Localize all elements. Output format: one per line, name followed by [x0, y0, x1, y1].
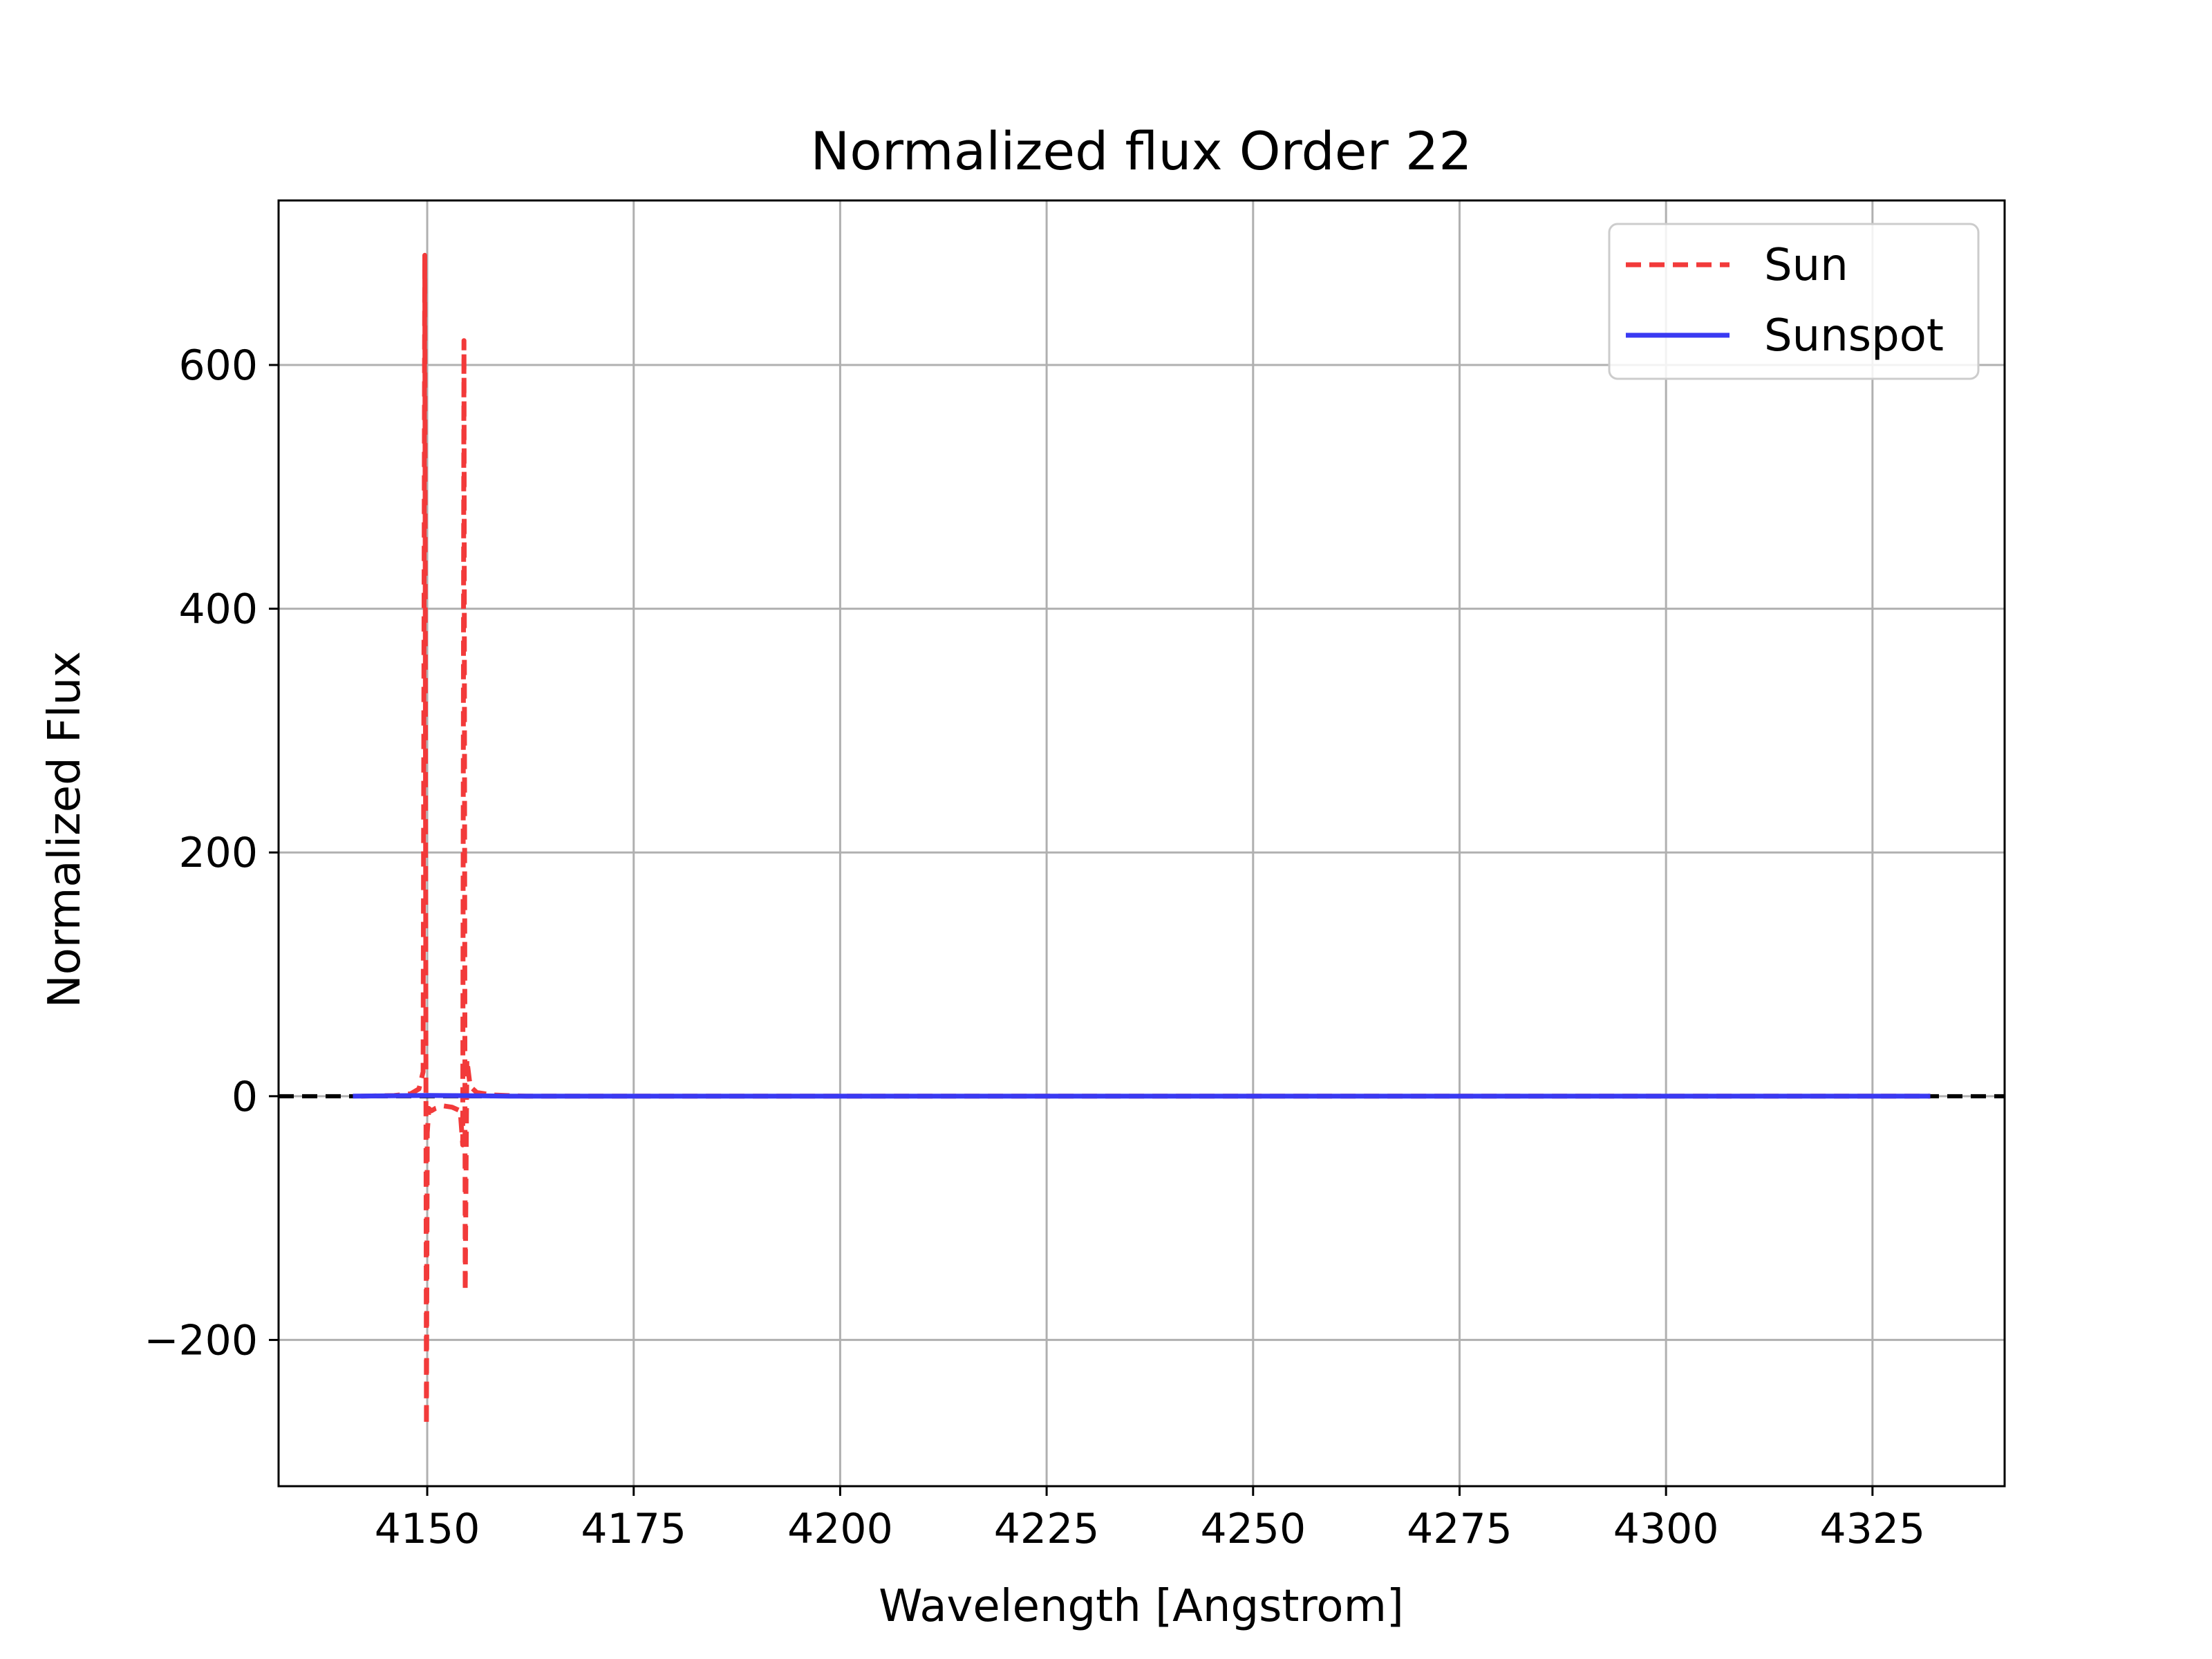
y-axis-label: Normalized Flux [39, 651, 91, 1008]
grid [279, 200, 2005, 1486]
legend-label-sunspot: Sunspot [1764, 310, 1944, 362]
legend: Sun Sunspot [1608, 223, 1980, 380]
x-tick-label: 4225 [994, 1505, 1100, 1553]
legend-label-sun: Sun [1764, 240, 1848, 291]
x-tick-label: 4275 [1407, 1505, 1512, 1553]
x-axis-label: Wavelength [Angstrom] [879, 1581, 1404, 1632]
plot-area-frame [277, 199, 2006, 1488]
x-tick-label: 4325 [1819, 1505, 1925, 1553]
y-axis-ticks: −200 0 200 400 600 [144, 341, 279, 1365]
x-tick-label: 4150 [375, 1505, 480, 1553]
chart-title: Normalized flux Order 22 [810, 120, 1472, 182]
y-tick-label: −200 [144, 1316, 258, 1365]
x-tick-label: 4175 [581, 1505, 686, 1553]
y-tick-label: 200 [178, 829, 258, 877]
y-tick-label: 0 [232, 1073, 258, 1121]
x-tick-label: 4300 [1613, 1505, 1719, 1553]
series-group [353, 252, 1931, 1428]
x-tick-label: 4200 [787, 1505, 893, 1553]
y-tick-label: 600 [178, 341, 258, 390]
series-line-sun [361, 252, 1931, 1428]
x-tick-label: 4250 [1200, 1505, 1306, 1553]
y-tick-label: 400 [178, 585, 258, 634]
x-axis-ticks: 4150 4175 4200 4225 4250 4275 4300 4325 [375, 1486, 1925, 1553]
